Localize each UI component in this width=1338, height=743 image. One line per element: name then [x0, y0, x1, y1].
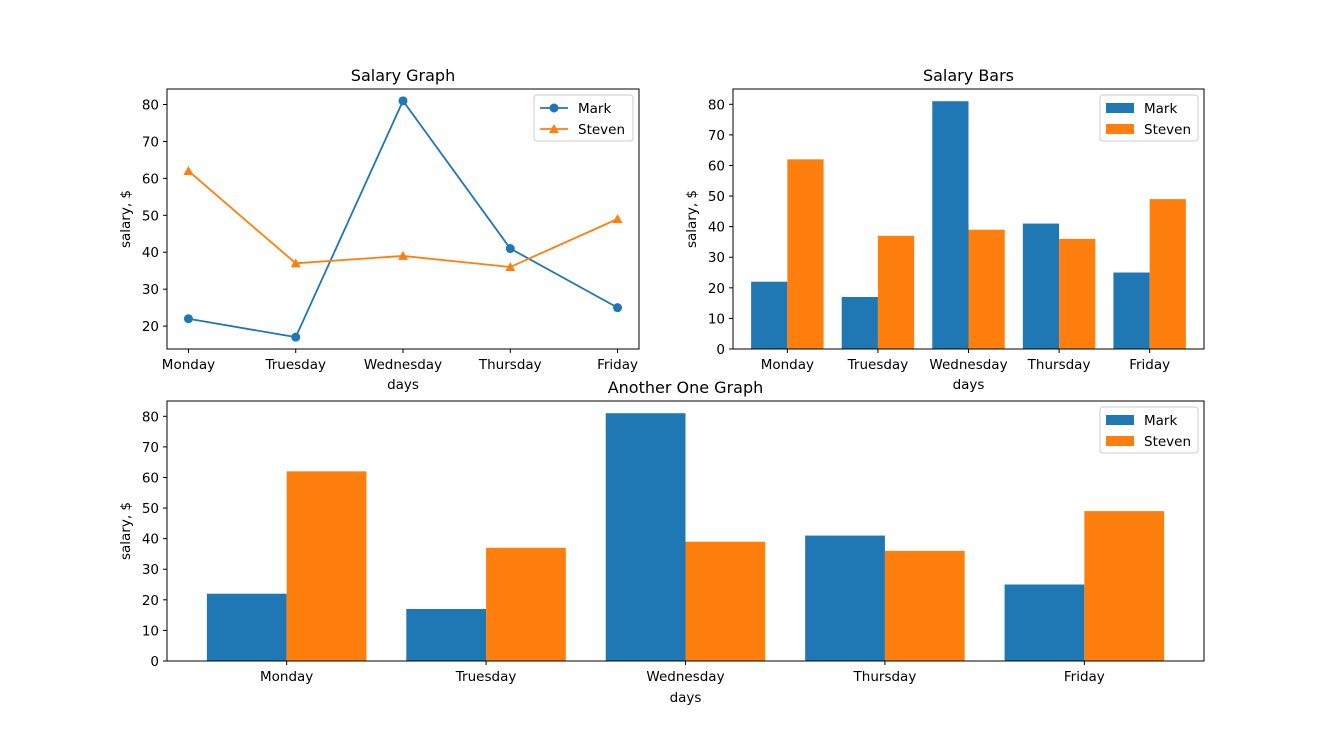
- x-tick-label: Truesday: [264, 357, 326, 373]
- bar-steven-friday: [1149, 199, 1186, 349]
- y-tick-label: 50: [708, 189, 725, 205]
- x-tick-label: Wednesday: [364, 357, 442, 373]
- legend: Mark Steven: [1099, 94, 1199, 142]
- y-tick-label: 30: [142, 562, 159, 578]
- y-tick-label: 70: [142, 134, 159, 150]
- y-tick-label: 50: [142, 208, 159, 224]
- bar-steven-monday: [787, 159, 824, 349]
- y-tick-label: 40: [142, 245, 159, 261]
- legend-label-steven: Steven: [578, 122, 625, 138]
- legend-swatch-steven: [1106, 436, 1134, 446]
- point-mark-monday: [183, 314, 193, 324]
- x-tick-label: Wednesday: [646, 669, 724, 685]
- legend-label-steven: Steven: [1144, 122, 1191, 138]
- bar-mark-monday: [206, 593, 287, 661]
- bar-mark-wednesday: [605, 413, 686, 661]
- x-tick-label: Monday: [761, 357, 814, 373]
- point-steven-friday: [612, 214, 623, 223]
- legend-swatch-steven: [1106, 124, 1134, 134]
- y-tick-label: 10: [142, 623, 159, 639]
- legend-label-mark: Mark: [1144, 101, 1177, 117]
- bar-mark-wednesday: [932, 101, 969, 349]
- y-tick-label: 50: [142, 501, 159, 517]
- y-tick-label: 60: [142, 171, 159, 187]
- x-tick-label: Monday: [162, 357, 215, 373]
- chart-2: Monday Truesday Wednesday Thursday Friday 0 10…: [684, 66, 1205, 393]
- bar-mark-truesday: [841, 297, 878, 349]
- bar-mark-friday: [1113, 272, 1150, 349]
- y-tick-label: 10: [708, 311, 725, 327]
- bar-mark-monday: [751, 281, 788, 349]
- y-axis-label: salary, $: [118, 190, 134, 248]
- bar-mark-thursday: [1022, 223, 1060, 349]
- chart-title: Another One Graph: [608, 378, 764, 397]
- y-tick-label: 20: [142, 319, 159, 335]
- y-tick-label: 20: [142, 593, 159, 609]
- x-tick-label: Friday: [1064, 669, 1105, 685]
- x-tick-label: Thursday: [853, 669, 917, 685]
- legend-label-mark: Mark: [578, 101, 611, 117]
- y-tick-label: 30: [708, 250, 725, 266]
- bar-steven-monday: [286, 471, 367, 661]
- y-tick-label: 60: [708, 158, 725, 174]
- bar-steven-truesday: [486, 547, 566, 661]
- x-axis-label: days: [953, 377, 985, 393]
- bar-steven-thursday: [1059, 238, 1096, 349]
- legend-swatch-mark: [1106, 103, 1134, 113]
- x-tick-label: Wednesday: [929, 357, 1007, 373]
- y-tick-label: 60: [142, 470, 159, 486]
- legend-label-mark: Mark: [1144, 413, 1177, 429]
- x-tick-label: Truesday: [847, 357, 909, 373]
- y-tick-label: 80: [708, 97, 725, 113]
- legend-swatch-mark: [1106, 415, 1134, 425]
- y-axis-label: salary, $: [684, 190, 700, 248]
- bar-steven-friday: [1084, 511, 1165, 661]
- x-tick-label: Thursday: [478, 357, 542, 373]
- x-axis-label: days: [387, 377, 419, 393]
- point-steven-truesday: [290, 258, 301, 268]
- chart-title: Salary Graph: [351, 66, 455, 85]
- y-tick-label: 70: [708, 128, 725, 144]
- x-tick-label: Friday: [1129, 357, 1170, 373]
- chart-title: Salary Bars: [923, 66, 1014, 85]
- y-tick-label: 80: [142, 98, 159, 114]
- point-steven-wednesday: [398, 250, 408, 260]
- y-tick-label: 0: [150, 654, 159, 670]
- point-mark-truesday: [291, 332, 301, 342]
- legend-marker-mark: [549, 103, 559, 113]
- y-tick-label: 40: [708, 220, 725, 236]
- bar-mark-friday: [1004, 584, 1085, 661]
- y-axis-label: salary, $: [118, 502, 134, 560]
- point-steven-thursday: [505, 262, 516, 272]
- bar-mark-truesday: [406, 609, 487, 661]
- x-axis-label: days: [670, 690, 702, 706]
- x-tick-label: Thursday: [1027, 357, 1091, 373]
- chart-3: Monday Truesday Wednesday Thursday Friday 0 10…: [118, 378, 1205, 706]
- y-tick-label: 30: [142, 282, 159, 298]
- point-steven-monday: [183, 165, 194, 175]
- x-tick-label: Truesday: [455, 669, 517, 685]
- bar-steven-truesday: [877, 235, 915, 349]
- bar-steven-wednesday: [968, 229, 1005, 349]
- x-tick-label: Friday: [597, 357, 638, 373]
- y-tick-label: 0: [716, 342, 725, 358]
- y-tick-label: 20: [708, 281, 725, 297]
- y-tick-label: 40: [142, 532, 159, 548]
- point-mark-thursday: [505, 244, 515, 254]
- point-mark-wednesday: [398, 96, 408, 106]
- legend-marker-steven: [549, 124, 559, 133]
- legend: Mark Steven: [1099, 406, 1199, 454]
- bar-mark-thursday: [805, 535, 885, 661]
- y-tick-label: 70: [142, 440, 159, 456]
- legend: Mark Steven: [533, 94, 634, 142]
- bar-steven-wednesday: [685, 541, 766, 661]
- legend-label-steven: Steven: [1144, 434, 1191, 450]
- bar-steven-thursday: [884, 550, 965, 661]
- y-tick-label: 80: [142, 409, 159, 425]
- point-mark-friday: [613, 303, 623, 313]
- x-tick-label: Monday: [260, 669, 313, 685]
- chart-1: Monday Truesday Wednesday Thursday Friday 20 3…: [118, 66, 640, 393]
